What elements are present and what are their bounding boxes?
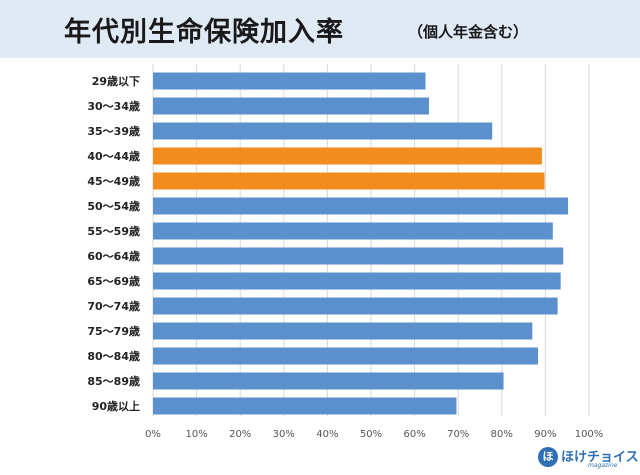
x-tick-label: 70% <box>447 429 469 440</box>
category-label: 65〜69歳 <box>87 274 140 288</box>
bar <box>153 122 493 140</box>
bar <box>153 197 569 215</box>
x-tick-label: 60% <box>403 429 425 440</box>
bar <box>153 397 457 415</box>
bar <box>153 247 564 265</box>
category-label: 80〜84歳 <box>87 349 140 363</box>
category-label: 85〜89歳 <box>87 374 140 388</box>
x-tick-label: 80% <box>491 429 513 440</box>
bar <box>153 172 545 190</box>
bar <box>153 272 561 290</box>
bar-chart: 0% 10% 20% 30% 40% 50% 60% 70% 80% 90% 100% 29歳以下 30… <box>87 64 604 440</box>
bar <box>153 322 533 340</box>
category-label: 30〜34歳 <box>87 99 140 113</box>
category-label: 35〜39歳 <box>87 124 140 138</box>
category-label: 45〜49歳 <box>87 174 140 188</box>
category-label: 60〜64歳 <box>87 249 140 263</box>
chart-title: 年代別生命保険加入率 <box>64 17 344 48</box>
bar <box>153 97 429 115</box>
logo-text: ほけチョイス <box>561 450 639 465</box>
category-label: 50〜54歳 <box>87 199 140 213</box>
category-label: 70〜74歳 <box>87 299 140 313</box>
bar <box>153 147 542 165</box>
x-tick-label: 100% <box>575 429 604 440</box>
bar <box>153 222 553 240</box>
header-banner: 年代別生命保険加入率 （個人年金含む） <box>0 0 640 58</box>
bar <box>153 347 538 365</box>
bar <box>153 72 426 90</box>
x-tick-label: 50% <box>360 429 382 440</box>
bar <box>153 297 558 315</box>
category-label: 55〜59歳 <box>87 224 140 238</box>
category-label: 75〜79歳 <box>87 324 140 338</box>
logo-icon: ほ <box>538 447 558 467</box>
x-tick-label: 90% <box>534 429 556 440</box>
chart-subtitle: （個人年金含む） <box>408 23 529 41</box>
bar <box>153 372 504 390</box>
logo-subtext: magazine <box>588 462 618 469</box>
brand-logo: ほ ほけチョイス magazine <box>538 445 639 471</box>
x-tick-label: 0% <box>145 429 161 440</box>
category-label: 90歳以上 <box>92 399 140 413</box>
category-label: 40〜44歳 <box>87 149 140 163</box>
category-label: 29歳以下 <box>92 74 140 88</box>
x-tick-label: 30% <box>273 429 295 440</box>
x-tick-label: 10% <box>185 429 207 440</box>
x-tick-label: 40% <box>316 429 338 440</box>
x-tick-label: 20% <box>229 429 251 440</box>
